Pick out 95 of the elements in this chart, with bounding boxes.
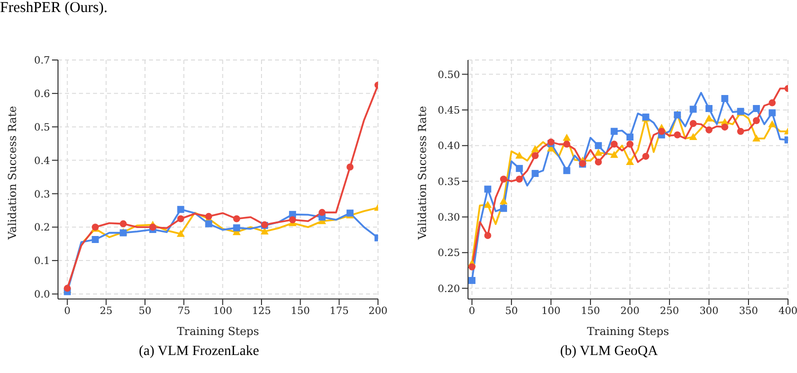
y-tick-label: 0.35	[438, 176, 460, 188]
point	[516, 164, 523, 172]
point	[562, 134, 571, 141]
point	[721, 124, 728, 131]
text: (a) VLM FrozenLake	[138, 344, 260, 360]
point	[705, 126, 712, 134]
point	[594, 148, 602, 156]
y-tick-label: 0.7	[34, 56, 50, 67]
point	[484, 232, 492, 240]
point	[721, 95, 728, 102]
x-tick-label: 200	[620, 306, 640, 318]
y-tick-label: 0.30	[438, 212, 460, 224]
point	[289, 216, 296, 224]
x-tick-label: 175	[330, 306, 349, 318]
x-tick-label: 125	[252, 306, 272, 318]
x-tick-label: 50	[138, 306, 152, 318]
x-tick-label: 300	[699, 306, 719, 318]
y-axis-title: Validation Success Rate	[416, 106, 429, 240]
point	[516, 176, 523, 183]
point	[177, 206, 184, 213]
point	[233, 224, 240, 232]
point	[92, 236, 99, 243]
y-tick-label: 0.40	[438, 141, 460, 152]
x-axis-title: Training Steps	[586, 325, 670, 338]
point	[500, 176, 508, 183]
point	[515, 152, 524, 159]
y-tick-label: 0.1	[34, 256, 50, 268]
x-tick-label: 0	[468, 306, 476, 318]
y-tick-label: 0.25	[438, 248, 460, 260]
point	[642, 152, 650, 160]
point	[737, 128, 744, 135]
point	[563, 167, 570, 174]
y-tick-label: 0.6	[34, 88, 50, 100]
point	[674, 131, 681, 138]
point	[346, 163, 354, 170]
x-tick-label: 0	[64, 306, 71, 318]
point	[484, 186, 492, 193]
point	[532, 170, 539, 177]
point	[120, 220, 127, 228]
point	[233, 215, 240, 222]
text: FreshPER (Ours).	[0, 0, 108, 17]
x-tick-label: 75	[177, 306, 190, 318]
y-tick-label: 0.20	[438, 284, 460, 295]
point	[532, 152, 539, 160]
point	[752, 117, 760, 124]
point	[626, 134, 634, 141]
x-tick-label: 150	[580, 306, 600, 318]
point	[752, 105, 760, 112]
point	[610, 150, 618, 158]
point	[752, 134, 760, 142]
y-tick-label: 0.45	[438, 105, 460, 116]
point	[468, 276, 476, 284]
text: (b) VLM GeoQA	[559, 344, 659, 360]
point	[500, 197, 508, 204]
point	[563, 140, 570, 148]
point	[690, 120, 697, 127]
y-axis-title: Validation Success Rate	[6, 106, 19, 240]
x-tick-label: 150	[290, 306, 310, 318]
point	[690, 106, 697, 113]
y-tick-label: 0.50	[438, 70, 460, 81]
point	[768, 120, 776, 128]
x-tick-label: 100	[541, 306, 561, 318]
point	[610, 140, 618, 148]
y-tick-label: 0.0	[34, 290, 50, 301]
x-tick-label: 50	[505, 306, 518, 318]
point	[626, 140, 634, 148]
point	[610, 128, 618, 135]
point	[500, 204, 508, 212]
point	[531, 145, 540, 152]
x-tick-label: 400	[778, 306, 797, 318]
y-tick-label: 0.5	[34, 122, 50, 134]
point	[468, 263, 476, 270]
x-axis-title: Training Steps	[176, 325, 260, 338]
point	[626, 158, 634, 166]
y-tick-label: 0.4	[34, 156, 50, 167]
x-tick-label: 25	[100, 306, 113, 318]
point	[658, 128, 666, 135]
point	[318, 208, 326, 216]
x-tick-label: 100	[213, 306, 232, 318]
x-tick-label: 250	[660, 306, 680, 318]
y-tick-label: 0.2	[34, 222, 50, 234]
point	[176, 230, 185, 237]
point	[689, 133, 698, 140]
point	[768, 109, 776, 116]
point	[594, 142, 602, 150]
y-tick-label: 0.3	[34, 189, 50, 200]
point	[705, 105, 712, 112]
point	[594, 158, 602, 166]
point	[768, 99, 776, 106]
point	[484, 200, 492, 208]
x-tick-label: 200	[368, 306, 388, 318]
point	[205, 220, 212, 228]
point	[704, 114, 713, 122]
point	[177, 215, 184, 222]
x-tick-label: 350	[738, 306, 758, 318]
